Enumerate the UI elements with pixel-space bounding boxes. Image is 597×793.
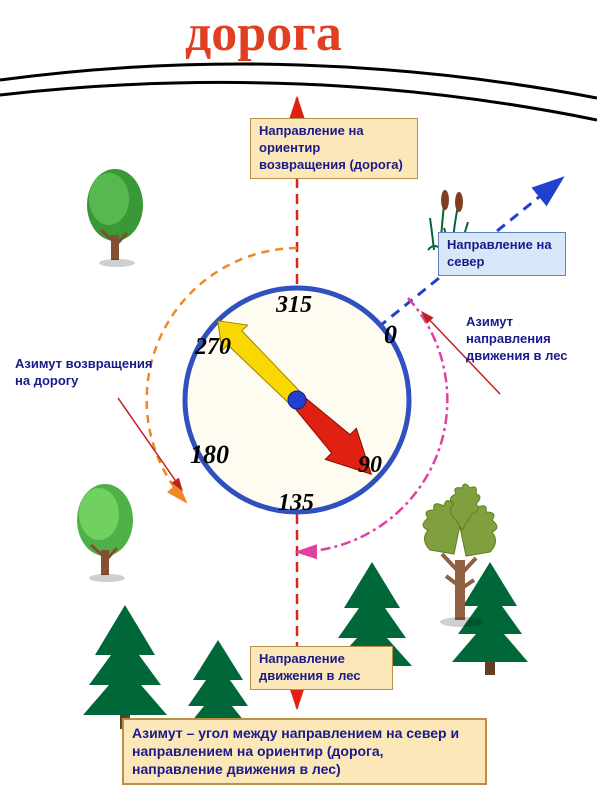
road-line-2 xyxy=(0,82,597,120)
label-definition: Азимут – угол между направлением на севе… xyxy=(122,718,487,785)
deg-270: 270 xyxy=(195,334,231,361)
label-forest-azimuth: Азимут направления движения в лес xyxy=(466,314,586,365)
red-pointer-left xyxy=(118,398,182,490)
label-return-azimuth: Азимут возвращения на дорогу xyxy=(15,356,165,390)
tree-deciduous-2 xyxy=(77,484,133,582)
label-north: Направление на север xyxy=(438,232,566,276)
road-line-1 xyxy=(0,64,597,98)
deg-180: 180 xyxy=(190,440,229,470)
tree-deciduous-1 xyxy=(87,169,143,267)
deg-0: 0 xyxy=(384,320,397,350)
deg-315: 315 xyxy=(276,292,312,319)
deg-135: 135 xyxy=(278,490,314,517)
title: дорога xyxy=(185,4,342,63)
conifer-1 xyxy=(83,605,167,729)
label-return-direction: Направление на ориентир возвращения (дор… xyxy=(250,118,418,179)
deg-90: 90 xyxy=(358,452,382,479)
label-forest-direction: Направление движения в лес xyxy=(250,646,393,690)
